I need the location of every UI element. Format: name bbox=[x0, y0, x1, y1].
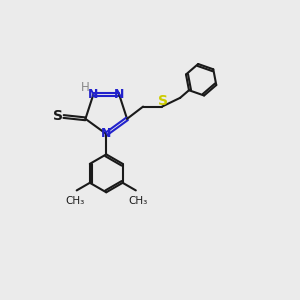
Text: CH₃: CH₃ bbox=[65, 196, 85, 206]
Text: CH₃: CH₃ bbox=[128, 196, 147, 206]
Text: N: N bbox=[114, 88, 124, 101]
Text: S: S bbox=[53, 109, 63, 123]
Text: N: N bbox=[88, 88, 99, 101]
Text: S: S bbox=[158, 94, 168, 108]
Text: H: H bbox=[81, 82, 90, 94]
Text: N: N bbox=[101, 128, 111, 140]
